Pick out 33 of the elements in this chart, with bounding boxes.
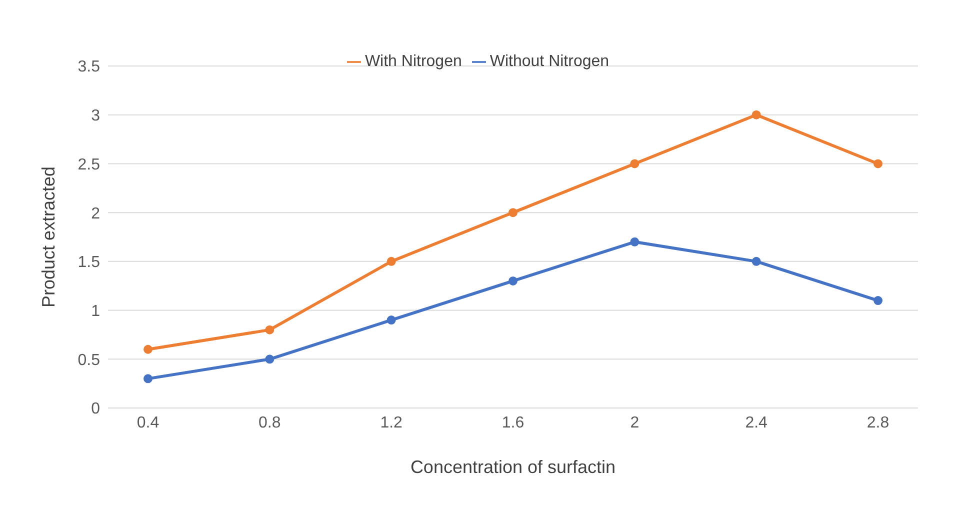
point [386, 316, 396, 325]
legend-label: With Nitrogen [364, 53, 462, 70]
y-tick-label: 0 [91, 400, 100, 418]
point [386, 256, 396, 266]
y-tick-label: 0.5 [78, 352, 100, 369]
point [752, 110, 761, 120]
point [874, 159, 882, 168]
point [508, 208, 518, 218]
x-tick-label: 1.6 [502, 414, 524, 432]
point [874, 296, 882, 306]
point [144, 344, 152, 354]
y-axis-title: Product extracted [38, 166, 58, 308]
point [265, 325, 274, 334]
point [508, 276, 518, 286]
legend-label: Without Nitrogen [490, 53, 610, 70]
x-axis-title: Concentration of surfactin [410, 457, 616, 477]
x-tick-label: 2.8 [866, 414, 890, 432]
y-tick-label: 2 [91, 205, 100, 222]
y-tick-label: 3.5 [78, 58, 100, 76]
x-tick-label: 1.2 [380, 414, 403, 432]
y-tick-label: 1.5 [78, 254, 100, 272]
y-tick-label: 1 [91, 302, 100, 320]
point [630, 159, 640, 168]
x-tick-label: 2 [630, 414, 640, 432]
point [265, 354, 274, 364]
point [752, 256, 761, 266]
x-tick-label: 0.8 [258, 414, 281, 432]
x-tick-label: 2.4 [745, 414, 768, 432]
point [144, 374, 152, 384]
x-tick-label: 0.4 [136, 414, 160, 432]
point [630, 237, 640, 246]
y-tick-label: 2.5 [78, 156, 100, 174]
y-tick-label: 3 [91, 108, 100, 125]
